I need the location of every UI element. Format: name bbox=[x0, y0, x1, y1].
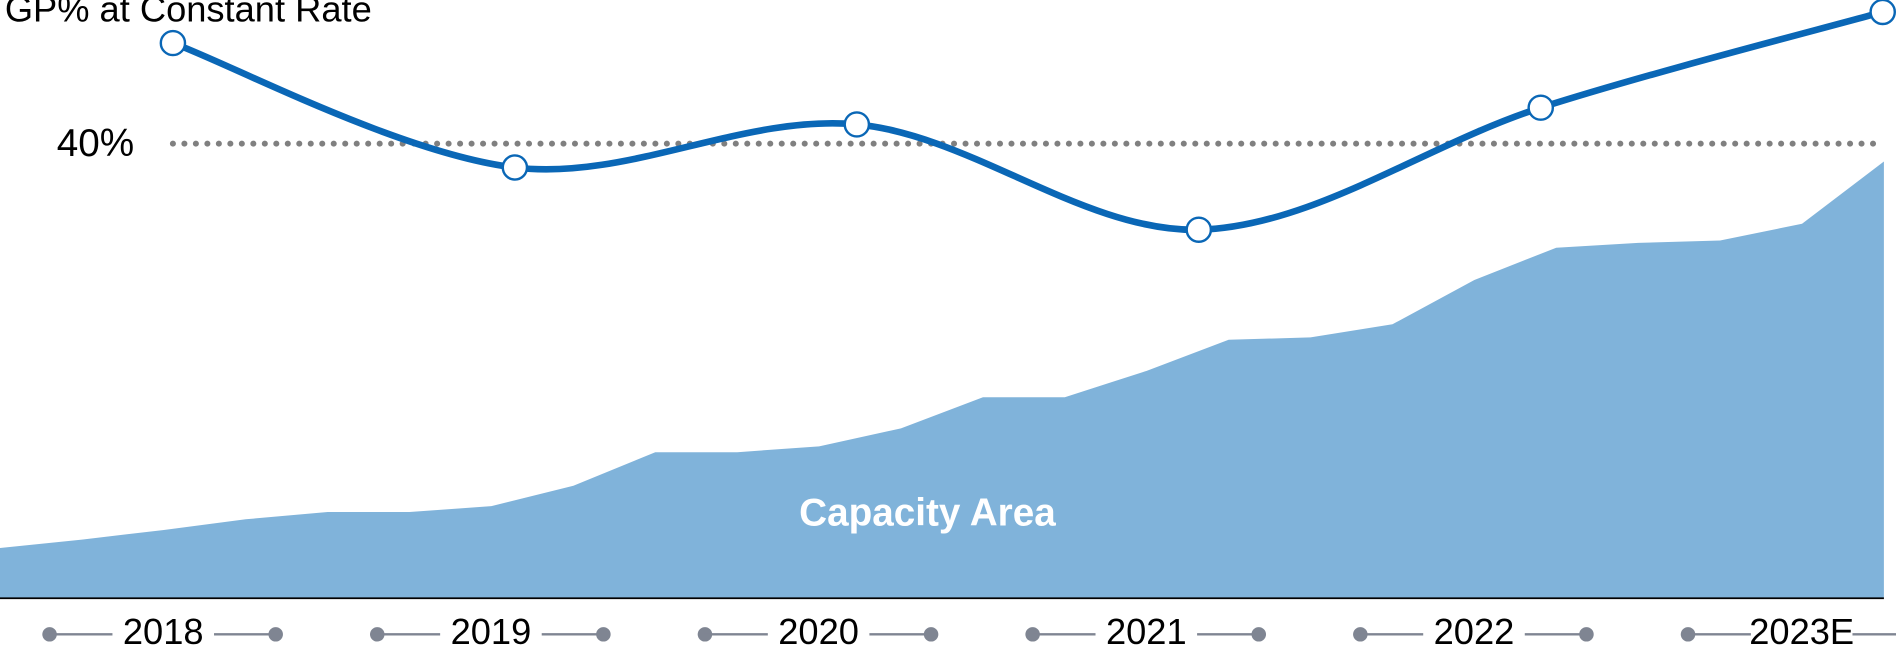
gp-point bbox=[843, 111, 871, 138]
x-deco-dot bbox=[1251, 627, 1267, 642]
x-deco-dot bbox=[1579, 627, 1594, 642]
area-label: Capacity Area bbox=[799, 491, 1056, 534]
x-deco-dot bbox=[596, 627, 611, 642]
y-tick-label: 40% bbox=[57, 122, 134, 165]
gp-line bbox=[171, 8, 1884, 234]
x-tick-label: 2021 bbox=[1106, 611, 1187, 652]
capacity-area bbox=[0, 161, 1884, 599]
gp-point bbox=[1527, 94, 1555, 121]
x-tick-label: 2020 bbox=[778, 611, 859, 652]
chart-title: GP% at Constant Rate bbox=[5, 0, 372, 30]
gp-point bbox=[1869, 0, 1896, 26]
x-deco-dot bbox=[923, 627, 939, 642]
x-tick-label: 2023E bbox=[1749, 611, 1854, 652]
gp-point bbox=[501, 154, 529, 181]
x-tick-label: 2018 bbox=[123, 611, 204, 652]
x-tick-label: 2022 bbox=[1434, 611, 1515, 652]
gp-point bbox=[159, 29, 187, 57]
gp-point bbox=[1185, 216, 1213, 243]
x-tick-label: 2019 bbox=[451, 611, 532, 652]
x-deco-dot bbox=[268, 627, 283, 642]
